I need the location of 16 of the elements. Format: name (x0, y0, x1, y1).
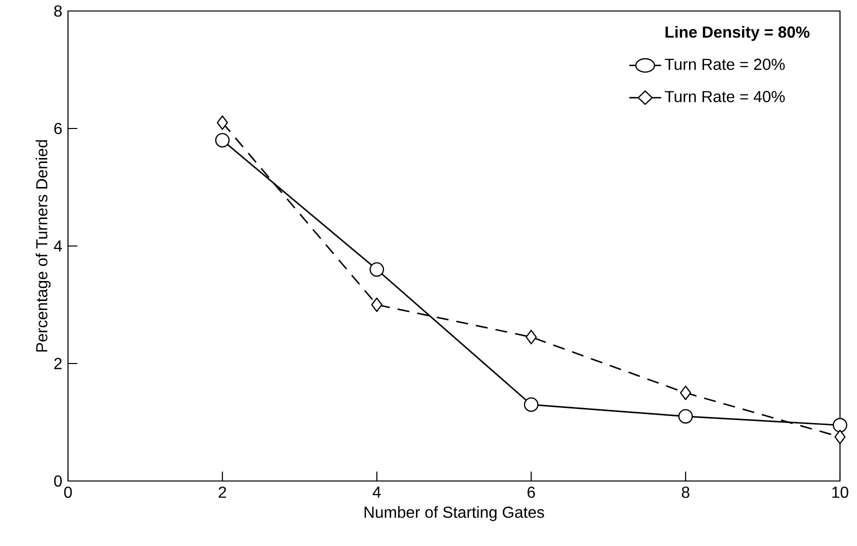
y-tick-label: 2 (54, 358, 62, 370)
x-tick-label: 8 (682, 486, 690, 498)
legend-title: Line Density = 80% (666, 26, 810, 41)
y-axis-title: Percentage of Turners Denied (36, 140, 51, 352)
y-tick-label: 6 (54, 122, 62, 134)
x-tick-label: 10 (832, 486, 848, 498)
legend-label: Turn Rate = 40% (664, 90, 785, 102)
x-tick-label: 0 (64, 486, 72, 498)
y-tick-label: 4 (54, 240, 62, 252)
legend-label: Turn Rate = 20% (664, 58, 785, 70)
x-tick-label: 2 (218, 486, 226, 498)
y-tick-label: 0 (54, 475, 62, 487)
y-tick-label: 8 (54, 5, 62, 17)
x-axis-title: Number of Starting Gates (364, 506, 544, 522)
x-tick-label: 4 (372, 486, 381, 498)
x-tick-label: 6 (528, 486, 535, 498)
